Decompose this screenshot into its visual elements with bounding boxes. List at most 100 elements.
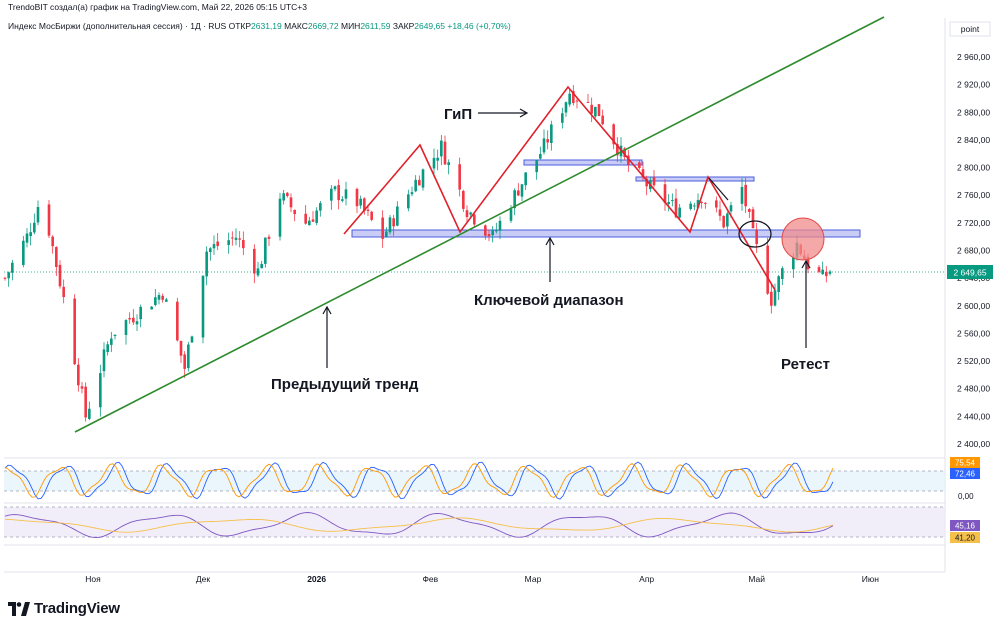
price-tick-label: 2 920,00 xyxy=(957,80,990,90)
tradingview-logo[interactable]: TradingView xyxy=(8,600,120,617)
candle xyxy=(590,97,593,123)
candle xyxy=(718,200,722,222)
candle xyxy=(674,188,678,219)
osc1-value-a: 75,54 xyxy=(955,459,976,468)
candle xyxy=(77,358,80,392)
key-range-zone[interactable] xyxy=(351,229,861,238)
candle xyxy=(700,201,703,209)
candle xyxy=(616,137,619,163)
candle xyxy=(256,261,260,278)
candle xyxy=(414,175,417,193)
candle xyxy=(726,211,729,235)
open-value: 2631,19 xyxy=(251,21,282,31)
candle xyxy=(564,101,568,117)
price-tick-label: 2 680,00 xyxy=(957,246,990,256)
candle xyxy=(458,157,461,197)
osc1-zero-label: 0,00 xyxy=(958,492,974,501)
candle xyxy=(568,88,571,107)
candle xyxy=(161,293,164,303)
candle xyxy=(524,172,527,191)
retest-circle[interactable] xyxy=(781,217,825,261)
candle xyxy=(319,200,322,217)
candle xyxy=(242,231,245,256)
rsi-oscillator-pane[interactable] xyxy=(4,506,945,539)
candle xyxy=(260,260,263,269)
candle xyxy=(440,135,443,166)
annotation-previous-trend: Предыдущий тренд xyxy=(271,376,419,393)
price-tick-label: 2 760,00 xyxy=(957,190,990,200)
candle xyxy=(315,207,318,226)
time-tick-label: Май xyxy=(748,574,765,584)
candle xyxy=(678,203,681,220)
osc1-value-a-badge xyxy=(950,457,980,468)
candle xyxy=(652,170,656,188)
candle xyxy=(498,216,502,240)
close-value: 2649,65 xyxy=(414,21,445,31)
candle xyxy=(601,109,604,126)
stochastic-oscillator-pane[interactable] xyxy=(4,461,945,500)
price-tick-label: 2 520,00 xyxy=(957,356,990,366)
candle xyxy=(25,228,29,248)
time-tick-label: Ноя xyxy=(85,574,101,584)
candle xyxy=(473,213,476,228)
candle xyxy=(550,120,553,151)
candle xyxy=(663,178,667,211)
candle xyxy=(462,189,465,213)
candle xyxy=(396,201,399,227)
candle xyxy=(84,382,87,422)
candle xyxy=(535,159,538,180)
candle xyxy=(715,196,718,213)
time-axis[interactable]: Ноя Дек 2026 Фев Мар Апр Май Июн xyxy=(85,574,879,584)
candle xyxy=(216,232,219,251)
open-label: ОТКР xyxy=(228,21,252,31)
candle xyxy=(777,274,780,300)
price-axis[interactable]: 2 960,00 2 920,00 2 880,00 2 840,00 2 800,00… xyxy=(957,52,990,449)
candle xyxy=(267,234,271,247)
breakdown-ellipse[interactable] xyxy=(738,220,772,248)
candle xyxy=(487,229,491,242)
candle xyxy=(597,104,601,117)
candle xyxy=(308,216,311,226)
candle xyxy=(341,196,344,203)
candle xyxy=(187,341,190,372)
candle xyxy=(370,210,373,222)
candle xyxy=(693,202,696,211)
time-tick-label: 2026 xyxy=(307,574,326,584)
close-label: ЗАКР xyxy=(392,21,415,31)
candle xyxy=(821,261,824,275)
neckline-zone[interactable] xyxy=(523,159,643,166)
osc1-value-b-badge xyxy=(950,468,980,479)
scale-mode-button[interactable] xyxy=(949,21,991,37)
osc2-value-a-badge xyxy=(950,520,980,531)
candle xyxy=(282,189,285,205)
time-tick-label: Дек xyxy=(196,574,210,584)
candle xyxy=(421,168,425,191)
candle xyxy=(572,85,575,106)
candle xyxy=(781,266,784,286)
price-tick-label: 2 960,00 xyxy=(957,52,990,62)
head-and-shoulders-pattern[interactable] xyxy=(343,85,776,291)
candle xyxy=(102,342,106,378)
candle xyxy=(231,231,234,246)
candle xyxy=(99,364,102,417)
candle xyxy=(443,135,447,165)
candle xyxy=(337,179,340,210)
price-tick-label: 2 480,00 xyxy=(957,384,990,394)
resistance-zone[interactable] xyxy=(635,176,755,182)
candle xyxy=(520,184,524,201)
candle xyxy=(418,175,421,186)
symbol-name[interactable]: Индекс МосБиржи (дополнительная сессия) … xyxy=(8,21,227,31)
candle xyxy=(253,244,256,284)
candle xyxy=(491,226,494,243)
previous-trend-line[interactable] xyxy=(74,16,885,433)
osc2-value-a: 45,16 xyxy=(955,522,976,531)
candle xyxy=(176,297,179,342)
time-tick-label: Фев xyxy=(422,574,438,584)
annotation-head-and-shoulders: ГиП xyxy=(444,106,472,123)
candle xyxy=(773,283,777,307)
candle xyxy=(330,184,333,210)
price-tick-label: 2 880,00 xyxy=(957,107,990,117)
candle xyxy=(627,149,630,172)
candle xyxy=(286,192,289,198)
